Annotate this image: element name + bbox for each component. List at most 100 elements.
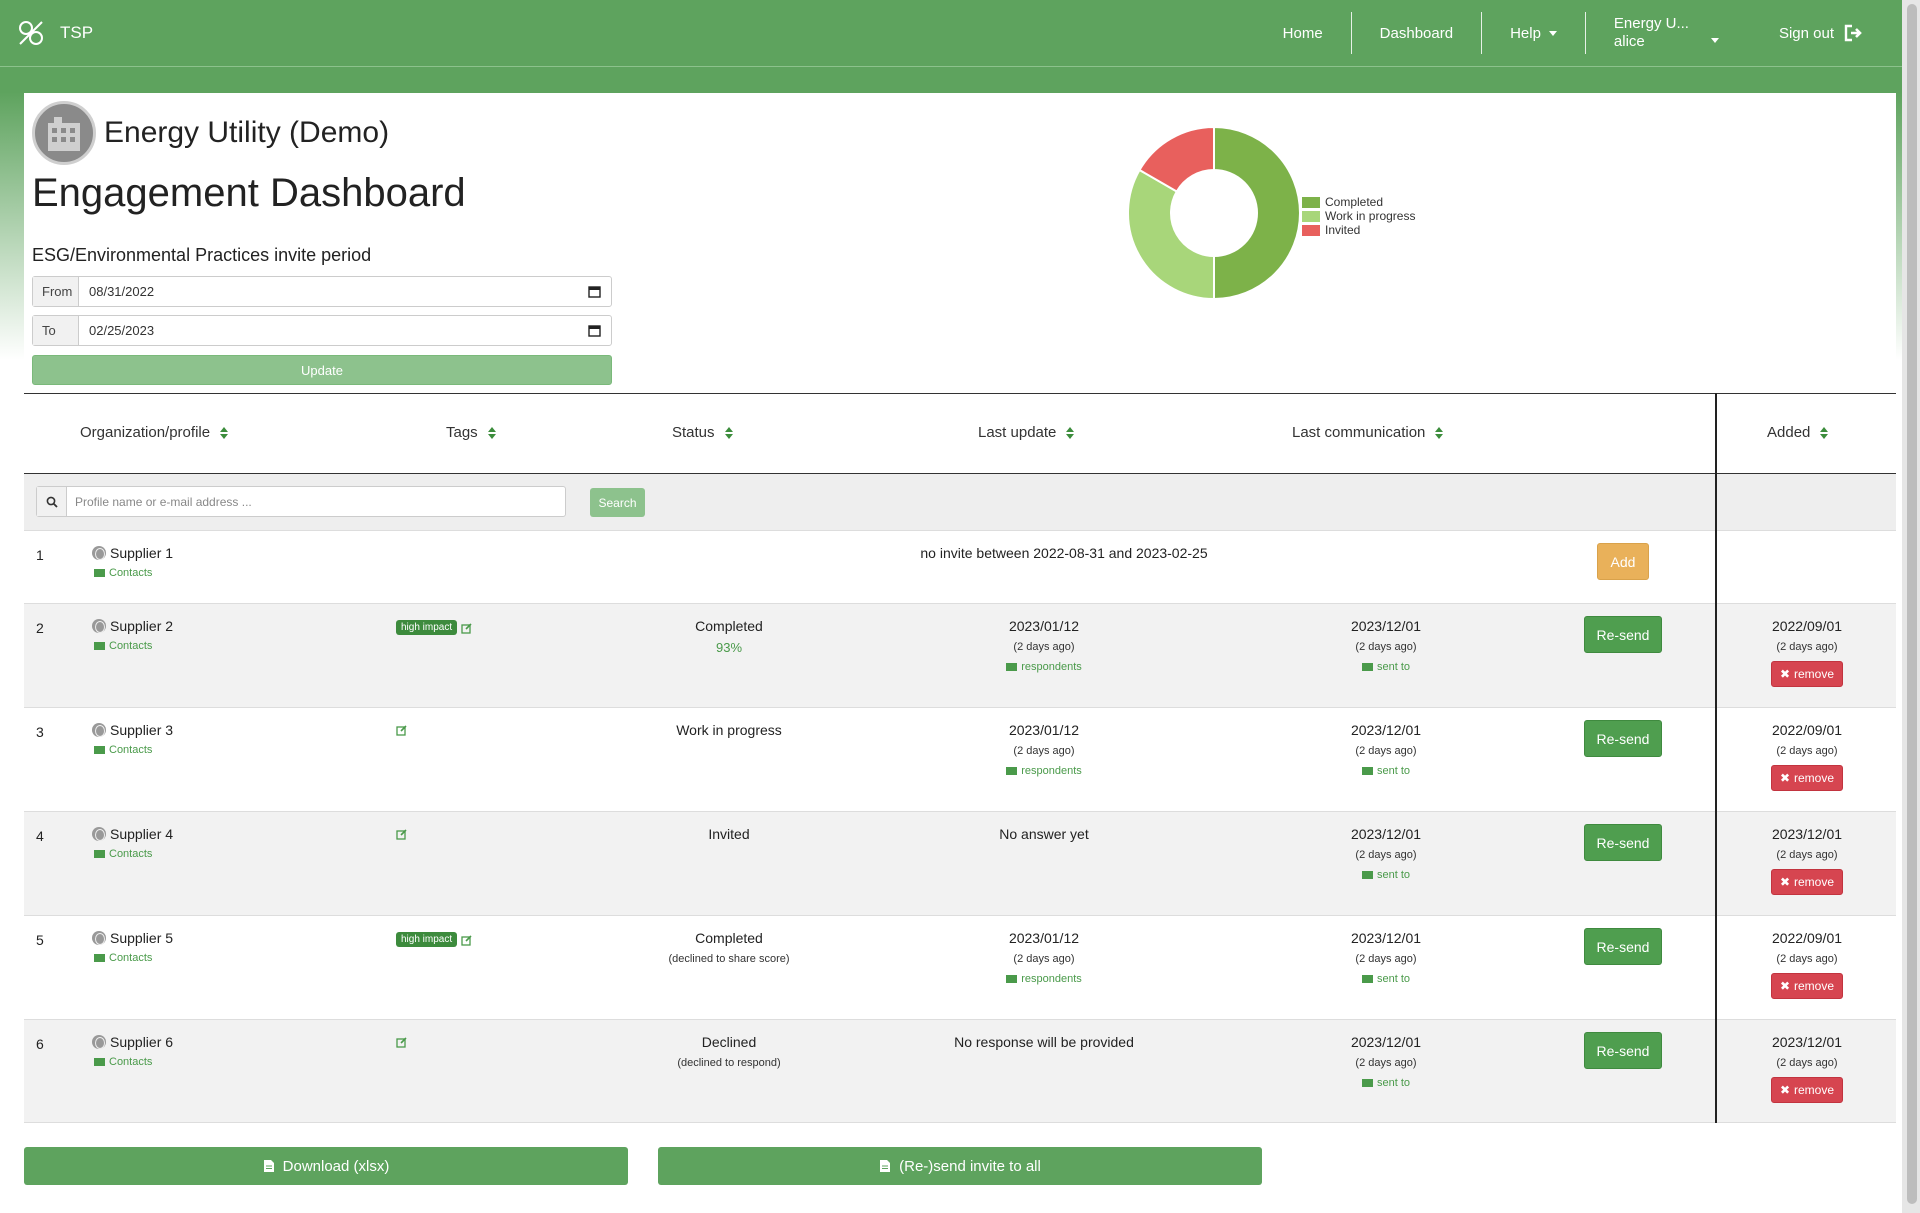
- envelope-icon: [94, 954, 105, 962]
- download-xlsx-button[interactable]: Download (xlsx): [24, 1147, 628, 1185]
- supplier-name: Supplier 4: [110, 826, 174, 842]
- calendar-icon[interactable]: [588, 324, 601, 337]
- remove-button[interactable]: ✖ remove: [1770, 869, 1844, 895]
- signout-label: Sign out: [1778, 24, 1834, 42]
- last-communication-ago: (2 days ago): [1355, 849, 1417, 861]
- column-header-last-communication[interactable]: Last communication: [1292, 424, 1444, 441]
- table-header: Organization/profile Tags Status Last up…: [24, 393, 1896, 474]
- respondents-link[interactable]: respondents: [1006, 973, 1082, 985]
- sent-to-link[interactable]: sent to: [1361, 1077, 1410, 1089]
- to-label: To: [33, 316, 79, 345]
- status-text: Completed: [695, 930, 763, 946]
- resend-button[interactable]: Re-send: [1584, 1032, 1662, 1069]
- column-header-org[interactable]: Organization/profile: [80, 424, 229, 441]
- column-header-last-update[interactable]: Last update: [978, 424, 1075, 441]
- supplier-link[interactable]: Supplier 4: [92, 826, 173, 842]
- to-date-input[interactable]: 02/25/2023: [79, 316, 611, 345]
- contacts-link[interactable]: Contacts: [94, 1056, 173, 1068]
- nav-dashboard[interactable]: Dashboard: [1350, 12, 1481, 54]
- donut-slice-work-in-progress[interactable]: [1127, 168, 1215, 301]
- close-icon: ✖: [1779, 771, 1791, 785]
- remove-button[interactable]: ✖ remove: [1770, 1077, 1844, 1103]
- donut-slice-completed[interactable]: [1213, 125, 1301, 301]
- supplier-link[interactable]: Supplier 3: [92, 722, 173, 738]
- nav-user-menu[interactable]: Energy U... alice: [1584, 12, 1751, 54]
- added-date: 2023/12/01: [1771, 1034, 1843, 1050]
- nav-help[interactable]: Help: [1481, 12, 1585, 54]
- brand-logo-icon: [19, 21, 43, 45]
- contacts-label: Contacts: [109, 640, 153, 652]
- donut-slice-invited[interactable]: [1138, 125, 1215, 193]
- supplier-name: Supplier 1: [110, 545, 174, 561]
- supplier-link[interactable]: Supplier 5: [92, 930, 173, 946]
- sort-icon: [724, 426, 733, 439]
- supplier-link[interactable]: Supplier 6: [92, 1034, 173, 1050]
- sent-to-link[interactable]: sent to: [1361, 661, 1411, 673]
- resend-button[interactable]: Re-send: [1584, 616, 1662, 653]
- scrollbar-thumb[interactable]: [1907, 4, 1917, 1204]
- edit-icon[interactable]: [461, 934, 473, 946]
- sent-to-link[interactable]: sent to: [1361, 765, 1410, 777]
- brand[interactable]: TSP: [16, 18, 93, 48]
- remove-label: remove: [1794, 875, 1835, 889]
- respondents-link[interactable]: respondents: [1006, 661, 1082, 673]
- remove-button[interactable]: ✖ remove: [1770, 973, 1844, 999]
- column-header-org-label: Organization/profile: [80, 424, 211, 441]
- legend-item[interactable]: Invited: [1302, 223, 1415, 237]
- edit-icon[interactable]: [396, 1036, 408, 1048]
- file-icon: [263, 1160, 274, 1172]
- sent-to-label: sent to: [1376, 973, 1411, 985]
- resend-all-button[interactable]: (Re-)send invite to all: [658, 1147, 1262, 1185]
- column-header-tags[interactable]: Tags: [446, 424, 496, 441]
- envelope-icon: [94, 1058, 105, 1066]
- tag-badge[interactable]: high impact: [396, 932, 458, 947]
- sent-to-link[interactable]: sent to: [1361, 973, 1411, 985]
- supplier-link[interactable]: Supplier 2: [92, 618, 173, 634]
- contacts-link[interactable]: Contacts: [94, 952, 173, 964]
- tag-badge[interactable]: high impact: [396, 620, 458, 635]
- update-button[interactable]: Update: [32, 355, 612, 385]
- supplier-link[interactable]: Supplier 1: [92, 545, 173, 561]
- edit-icon[interactable]: [461, 622, 473, 634]
- edit-icon[interactable]: [396, 724, 408, 736]
- resend-button[interactable]: Re-send: [1584, 928, 1662, 965]
- added-column-divider: [1715, 393, 1717, 1123]
- calendar-icon[interactable]: [588, 285, 601, 298]
- column-header-added[interactable]: Added: [1767, 424, 1829, 441]
- sent-to-link[interactable]: sent to: [1361, 869, 1410, 881]
- contacts-link[interactable]: Contacts: [94, 640, 173, 652]
- from-date-input[interactable]: 08/31/2022: [79, 277, 611, 306]
- table-row: 6 Supplier 6 Contacts Declined (declined…: [24, 1020, 1896, 1123]
- remove-label: remove: [1794, 1083, 1835, 1097]
- resend-button[interactable]: Re-send: [1584, 824, 1662, 861]
- search-button[interactable]: Search: [590, 488, 645, 517]
- contacts-link[interactable]: Contacts: [94, 848, 173, 860]
- search-input[interactable]: Profile name or e-mail address ...: [75, 494, 252, 509]
- nav-home[interactable]: Home: [1282, 24, 1323, 42]
- close-icon: ✖: [1779, 667, 1791, 681]
- respondents-link[interactable]: respondents: [1006, 765, 1082, 777]
- column-header-added-label: Added: [1767, 424, 1811, 441]
- column-header-status[interactable]: Status: [672, 424, 733, 441]
- sent-to-label: sent to: [1376, 661, 1411, 673]
- added-date: 2022/09/01: [1771, 618, 1843, 634]
- edit-icon[interactable]: [396, 828, 408, 840]
- remove-button[interactable]: ✖ remove: [1770, 661, 1844, 687]
- nav-signout[interactable]: Sign out: [1751, 12, 1892, 54]
- table-row: 4 Supplier 4 Contacts Invited No answer …: [24, 812, 1896, 916]
- last-update-date: 2023/01/12: [1008, 618, 1080, 634]
- org-name: Energy Utility (Demo): [104, 116, 390, 149]
- search-row: Profile name or e-mail address ... Searc…: [24, 474, 1896, 531]
- row-index: 5: [36, 932, 44, 948]
- envelope-icon: [94, 569, 105, 577]
- legend-item[interactable]: Work in progress: [1302, 209, 1415, 223]
- chart-legend: Completed Work in progress Invited: [1302, 195, 1415, 237]
- add-button[interactable]: Add: [1597, 543, 1649, 580]
- contacts-link[interactable]: Contacts: [94, 744, 173, 756]
- vertical-scrollbar[interactable]: [1902, 0, 1920, 1213]
- contacts-link[interactable]: Contacts: [94, 567, 173, 579]
- resend-button[interactable]: Re-send: [1584, 720, 1662, 757]
- legend-item[interactable]: Completed: [1302, 195, 1415, 209]
- remove-button[interactable]: ✖ remove: [1770, 765, 1844, 791]
- column-header-last-update-label: Last update: [978, 424, 1057, 441]
